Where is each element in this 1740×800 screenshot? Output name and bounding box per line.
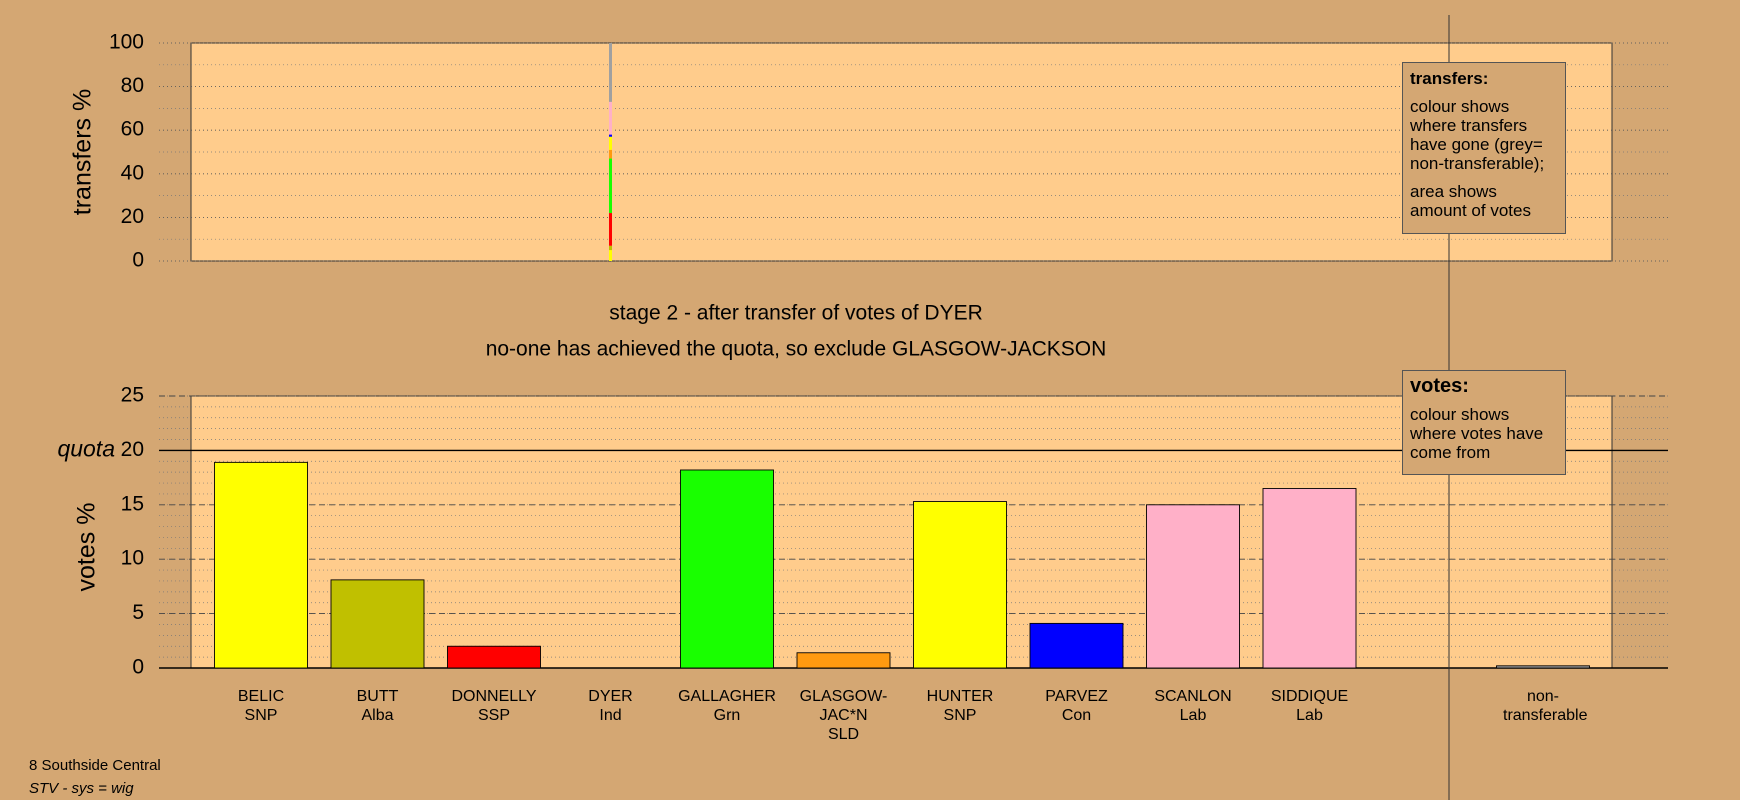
votes-legend: votes: colour shows where votes have com… (1402, 370, 1566, 475)
y-axis-title: votes % (73, 503, 101, 592)
y-tick-label: 60 (121, 118, 144, 141)
x-tick-label: BELIC SNP (211, 687, 311, 725)
x-tick-label: HUNTER SNP (910, 687, 1010, 725)
candidate-name: DONNELLY (451, 688, 537, 705)
transfer-segment (609, 136, 612, 150)
x-tick-label: non-transferable (1493, 687, 1593, 725)
transfer-segment (609, 245, 612, 251)
bar (680, 469, 774, 669)
bar (447, 645, 541, 669)
stage-title: stage 2 - after transfer of votes of DYE… (609, 302, 983, 325)
y-tick-label: 0 (132, 249, 144, 272)
y-tick-label: 20 (121, 438, 144, 461)
y-tick-label: 40 (121, 161, 144, 184)
x-tick-label: PARVEZ Con (1027, 687, 1127, 725)
candidate-name: DYER (588, 688, 633, 705)
transfer-segment (609, 134, 612, 137)
legend-title: votes: (1410, 375, 1469, 397)
transfer-segment (609, 213, 612, 246)
party-name: SNP (943, 707, 977, 724)
stage-note: no-one has achieved the quota, so exclud… (486, 338, 1107, 361)
x-tick-label: DYER Ind (561, 687, 661, 725)
legend-text: colour shows where transfers have gone (… (1410, 97, 1545, 173)
legend-text: colour shows where votes have come from (1410, 405, 1544, 462)
transfer-segment (609, 101, 612, 118)
y-tick-label: 15 (121, 492, 144, 515)
candidate-name: SIDDIQUE (1270, 688, 1349, 705)
transfer-segment (609, 117, 612, 135)
party-name: SLD (827, 726, 860, 743)
party-name: SNP (244, 707, 278, 724)
legend-text: area shows amount of votes (1410, 182, 1531, 220)
party-name: Alba (361, 707, 394, 724)
candidate-name: BELIC (237, 688, 285, 705)
bar (796, 652, 891, 669)
bar (1496, 665, 1590, 669)
y-tick-label: 0 (132, 656, 144, 679)
footer-text: 8 Southside Central (29, 757, 161, 774)
candidate-name: BUTT (356, 688, 399, 705)
footer-text: STV - sys = wig (29, 780, 134, 797)
party-name: SSP (477, 707, 510, 724)
plot-area (190, 395, 1613, 669)
party-name: Grn (713, 707, 741, 724)
bar (913, 501, 1007, 669)
party-name: Lab (1179, 707, 1207, 724)
plot-area (190, 42, 1613, 262)
candidate-name: SCANLON (1154, 688, 1232, 705)
y-tick-label: 10 (121, 547, 144, 570)
y-tick-label: 80 (121, 74, 144, 97)
x-tick-label: SIDDIQUE Lab (1260, 687, 1360, 725)
y-tick-label: 5 (132, 601, 144, 624)
bar (1146, 504, 1240, 669)
party-name: Ind (599, 707, 622, 724)
bar (330, 579, 425, 669)
bar (1262, 488, 1357, 669)
bar (214, 461, 308, 669)
legend-title: transfers: (1410, 69, 1489, 88)
candidate-name: non-transferable (1503, 688, 1588, 724)
quota-label: quota (57, 435, 115, 461)
transfer-segment (609, 43, 612, 102)
transfer-segment (609, 158, 612, 214)
y-tick-label: 25 (121, 384, 144, 407)
transfer-segment (609, 149, 612, 159)
transfer-segment (609, 250, 612, 261)
y-axis-title: transfers % (69, 89, 97, 215)
candidate-name: GLASGOW-JAC*N (799, 688, 888, 724)
x-tick-label: DONNELLY SSP (444, 687, 544, 725)
candidate-name: GALLAGHER (678, 688, 776, 705)
candidate-name: PARVEZ (1045, 688, 1108, 705)
x-tick-label: SCANLON Lab (1143, 687, 1243, 725)
party-name: Lab (1296, 707, 1323, 724)
x-tick-label: BUTT Alba (328, 687, 428, 725)
candidate-name: HUNTER (926, 688, 994, 705)
y-tick-label: 100 (109, 31, 144, 54)
party-name: Con (1061, 707, 1092, 724)
y-tick-label: 20 (121, 205, 144, 228)
bar (1029, 622, 1124, 669)
transfers-legend: transfers: colour shows where transfers … (1402, 62, 1566, 234)
x-tick-label: GLASGOW-JAC*N SLD (794, 687, 894, 744)
x-tick-label: GALLAGHER Grn (677, 687, 777, 725)
